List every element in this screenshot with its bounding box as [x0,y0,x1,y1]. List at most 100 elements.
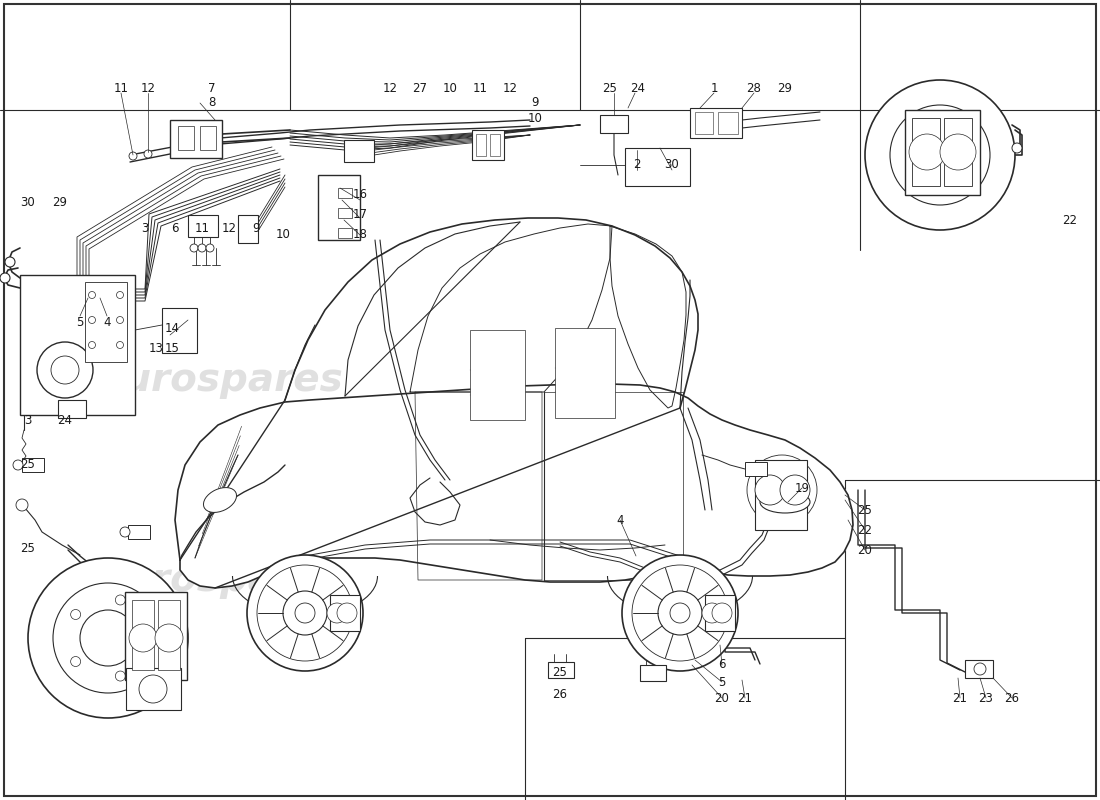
Circle shape [327,603,346,623]
Circle shape [51,356,79,384]
Circle shape [129,152,138,160]
Text: 30: 30 [664,158,680,171]
Text: eurospares: eurospares [97,561,343,599]
Text: 25: 25 [21,458,35,471]
Bar [338,208,352,218]
Bar [20,275,135,415]
Bar [200,126,216,150]
Text: 1: 1 [711,82,717,94]
Circle shape [190,244,198,252]
Text: 23: 23 [979,691,993,705]
Circle shape [80,610,136,666]
Text: 2: 2 [634,158,640,171]
Text: 29: 29 [53,195,67,209]
Bar [132,600,154,670]
Circle shape [129,624,157,652]
Text: 3: 3 [141,222,149,234]
Bar [125,592,187,680]
Bar [472,130,504,160]
Bar [745,462,767,476]
Text: eurospares: eurospares [367,421,613,459]
Circle shape [139,675,167,703]
Circle shape [337,603,358,623]
Circle shape [116,671,125,681]
Circle shape [37,342,94,398]
Text: 13: 13 [148,342,164,354]
Circle shape [13,460,23,470]
Text: 27: 27 [412,82,428,94]
Bar [158,600,180,670]
Bar [170,120,222,158]
Circle shape [702,603,722,623]
Circle shape [70,657,80,666]
Circle shape [248,555,363,671]
Text: 11: 11 [195,222,209,234]
Circle shape [117,317,123,323]
Text: 21: 21 [953,691,968,705]
Circle shape [117,291,123,298]
Circle shape [144,150,152,158]
Text: 25: 25 [858,503,872,517]
Text: 24: 24 [630,82,646,94]
Text: 25: 25 [21,542,35,554]
Circle shape [1012,143,1022,153]
Bar [344,140,374,162]
Circle shape [295,603,315,623]
Text: 4: 4 [103,315,111,329]
Circle shape [70,610,80,619]
Circle shape [120,527,130,537]
Polygon shape [175,384,852,588]
Text: 12: 12 [141,82,155,94]
Text: 12: 12 [383,82,397,94]
Circle shape [53,583,163,693]
Circle shape [755,475,785,505]
Circle shape [143,633,153,643]
Text: 21: 21 [737,691,752,705]
Bar [338,188,352,198]
Bar [126,668,182,710]
Text: 3: 3 [24,414,32,426]
Text: 26: 26 [1004,691,1020,705]
Text: 15: 15 [165,342,179,354]
Bar [556,328,615,418]
Text: 12: 12 [503,82,517,94]
Text: 19: 19 [794,482,810,494]
Text: 12: 12 [221,222,236,234]
Bar [318,175,360,240]
Circle shape [621,555,738,671]
Text: 22: 22 [1063,214,1078,226]
Text: 6: 6 [172,222,178,234]
Text: 26: 26 [552,687,568,701]
Circle shape [88,342,96,349]
Bar [718,112,738,134]
Text: 11: 11 [113,82,129,94]
Bar [944,118,972,186]
Bar [162,308,197,353]
Circle shape [28,558,188,718]
Text: 9: 9 [531,95,539,109]
Bar [625,148,690,186]
Text: 30: 30 [21,195,35,209]
Ellipse shape [204,487,236,513]
Circle shape [658,591,702,635]
Bar [600,115,628,133]
Text: 14: 14 [165,322,179,334]
Text: 22: 22 [858,523,872,537]
Text: 18: 18 [353,229,367,242]
Circle shape [88,317,96,323]
Text: 10: 10 [528,111,542,125]
Circle shape [257,565,353,661]
Bar [548,662,574,678]
Bar [640,665,666,681]
Circle shape [0,273,10,283]
Circle shape [117,342,123,349]
Bar [470,330,525,420]
Text: 4: 4 [616,514,624,526]
Bar [58,400,86,418]
Text: 17: 17 [352,209,367,222]
Circle shape [909,134,945,170]
Text: 20: 20 [858,543,872,557]
Bar [330,595,360,631]
Circle shape [670,603,690,623]
Text: 29: 29 [778,82,792,94]
